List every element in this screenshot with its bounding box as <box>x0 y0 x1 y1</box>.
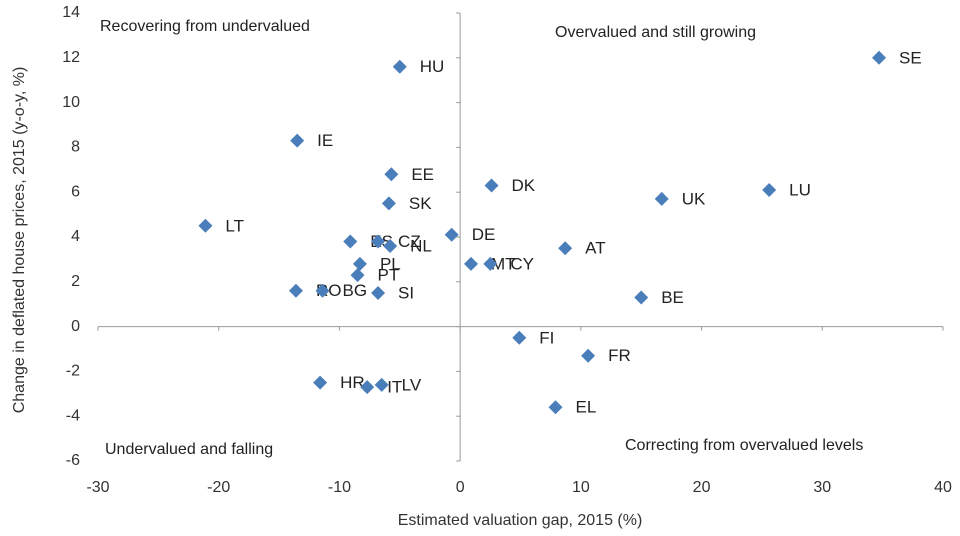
point <box>384 167 399 182</box>
y-tick-label: 4 <box>71 228 80 245</box>
point <box>288 283 303 298</box>
point-label: FI <box>539 328 554 347</box>
point <box>464 256 479 271</box>
point <box>392 59 407 74</box>
point-label: LT <box>225 216 244 235</box>
point-label: PL <box>380 254 401 273</box>
point <box>872 50 887 65</box>
x-tick-label: -30 <box>86 479 109 496</box>
point <box>383 238 398 253</box>
point <box>371 286 386 300</box>
point <box>360 380 375 395</box>
point <box>512 330 527 345</box>
point <box>315 283 330 298</box>
point-label: SI <box>398 283 414 302</box>
point-label: AT <box>585 239 605 258</box>
quadrant-label: Correcting from overvalued levels <box>625 437 863 454</box>
y-axis-label: Change in deflated house prices, 2015 (y… <box>11 67 28 414</box>
x-tick-label: 20 <box>693 479 711 496</box>
x-tick-label: -20 <box>207 479 230 496</box>
point-label: FR <box>608 346 631 365</box>
point-label: BG <box>343 281 368 300</box>
point-label: CZ <box>398 232 421 251</box>
point-label: SK <box>409 194 432 213</box>
point <box>343 234 358 249</box>
point-label: DE <box>472 225 496 244</box>
point-label: LU <box>789 180 811 199</box>
point <box>313 375 328 390</box>
y-tick-label: 10 <box>62 94 80 111</box>
x-tick-label: -10 <box>328 479 351 496</box>
point <box>484 178 499 193</box>
point <box>654 191 669 206</box>
point-label: MT <box>491 254 516 273</box>
point <box>371 234 386 249</box>
quadrant-label: Undervalued and falling <box>105 441 273 458</box>
x-tick-label: 40 <box>934 479 952 496</box>
point <box>548 400 563 415</box>
point-label: EE <box>411 165 434 184</box>
point-label: HR <box>340 373 365 392</box>
point <box>634 290 649 305</box>
point-label: CY <box>510 254 534 273</box>
point <box>483 256 498 271</box>
y-tick-label: 6 <box>71 183 80 200</box>
quadrant-label: Overvalued and still growing <box>555 24 756 41</box>
point <box>374 377 389 392</box>
y-tick-label: 0 <box>71 318 80 335</box>
point <box>381 196 396 211</box>
point <box>444 227 459 242</box>
point <box>762 182 777 197</box>
point <box>350 268 365 283</box>
point <box>581 348 596 363</box>
x-tick-label: 10 <box>572 479 590 496</box>
point-label: EL <box>576 398 597 417</box>
x-tick-label: 30 <box>813 479 831 496</box>
x-tick-label: 0 <box>456 479 465 496</box>
y-tick-label: 14 <box>62 4 80 21</box>
point <box>290 133 305 148</box>
point-label: SE <box>899 48 922 67</box>
point-label: PT <box>378 266 400 285</box>
y-tick-label: 2 <box>71 273 80 290</box>
point-label: LV <box>402 375 422 394</box>
point-label: DK <box>512 176 536 195</box>
y-tick-label: 8 <box>71 139 80 156</box>
y-tick-label: -6 <box>66 452 80 469</box>
point-label: BE <box>661 288 684 307</box>
point <box>558 241 573 256</box>
y-tick-label: 12 <box>62 49 80 66</box>
y-tick-label: -2 <box>66 363 80 380</box>
point <box>198 218 213 233</box>
quadrant-label: Recovering from undervalued <box>100 18 310 35</box>
point-label: IT <box>387 378 402 397</box>
point <box>352 256 367 271</box>
point-label: NL <box>410 236 432 255</box>
point-label: HU <box>420 57 445 76</box>
y-tick-label: -4 <box>66 407 80 424</box>
point-label: IE <box>317 131 333 150</box>
point-label: UK <box>682 189 706 208</box>
x-axis-label: Estimated valuation gap, 2015 (%) <box>398 512 643 529</box>
